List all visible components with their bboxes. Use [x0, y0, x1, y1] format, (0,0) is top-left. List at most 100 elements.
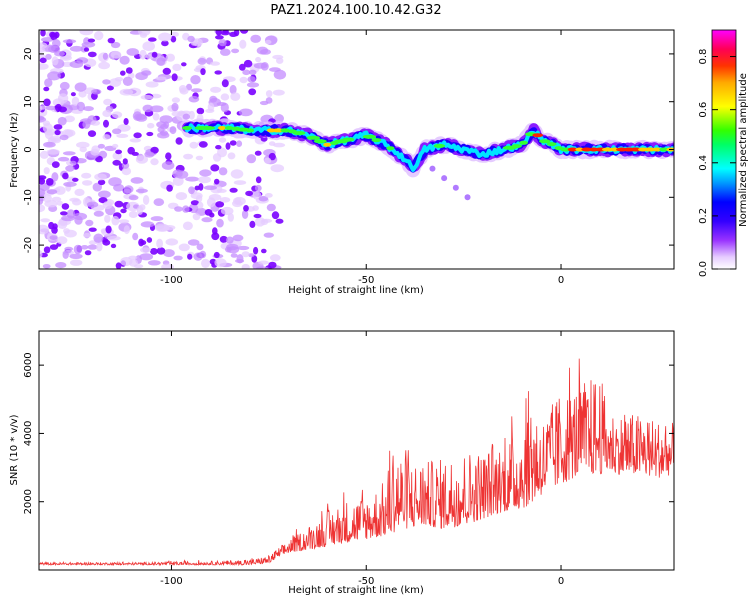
noise-blob [44, 78, 53, 88]
noise-blob [201, 217, 213, 223]
noise-blob [83, 106, 94, 112]
noise-blob [218, 167, 228, 176]
noise-blob [237, 245, 250, 251]
noise-blob [251, 255, 258, 263]
noise-blob [147, 260, 161, 266]
noise-blob [169, 126, 177, 135]
noise-blob [108, 177, 122, 187]
noise-blob [40, 30, 46, 37]
noise-blob [104, 214, 111, 223]
noise-blob [153, 198, 165, 207]
ridge-hotspot [652, 147, 662, 152]
noise-blob [126, 48, 139, 56]
noise-blob [84, 250, 92, 256]
noise-blob [65, 165, 75, 172]
noise-blob [41, 37, 54, 43]
noise-blob [63, 228, 70, 234]
noise-blob [45, 105, 57, 111]
noise-blob [239, 39, 247, 49]
noise-blob [43, 86, 50, 92]
noise-blob [123, 225, 130, 235]
noise-blob [85, 219, 94, 227]
x-tick-label: -50 [358, 576, 374, 587]
noise-blob [227, 152, 236, 160]
noise-blob [253, 246, 259, 255]
noise-blob [43, 98, 51, 107]
noise-blob [265, 97, 273, 104]
noise-blob [39, 47, 46, 53]
y-tick-label: 10 [23, 95, 34, 108]
noise-blob [69, 253, 83, 259]
noise-blob [161, 161, 175, 170]
noise-blob [268, 261, 277, 269]
figure-title: PAZ1.2024.100.10.42.G32 [270, 3, 441, 18]
noise-blob [225, 142, 231, 150]
colorbar-label: Normalized spectral amplitude [738, 73, 749, 227]
snr-y-axis-label: SNR (10 * v/v) [9, 414, 20, 485]
noise-blob [56, 200, 63, 206]
noise-blob [172, 63, 182, 71]
noise-blob [248, 69, 257, 76]
noise-blob [54, 51, 65, 57]
ridge-hotspot [519, 140, 528, 145]
noise-blob [112, 159, 121, 166]
noise-blob [110, 41, 121, 49]
noise-blob [39, 115, 45, 121]
noise-blob [243, 59, 253, 68]
noise-blob [106, 85, 114, 91]
noise-blob [232, 200, 243, 208]
noise-blob [214, 178, 220, 185]
y-tick-label: 20 [23, 48, 34, 61]
noise-blob [182, 113, 190, 120]
noise-blob [123, 188, 131, 194]
noise-blob [156, 247, 166, 255]
noise-blob [230, 169, 244, 179]
noise-blob [270, 164, 285, 173]
ridge-hotspot [581, 147, 593, 152]
noise-blob [185, 176, 200, 182]
noise-blob [70, 92, 76, 97]
noise-blob [43, 167, 50, 175]
noise-blob [121, 167, 132, 176]
noise-blob [45, 53, 52, 60]
noise-blob [263, 232, 274, 238]
noise-blob [57, 93, 69, 104]
noise-blob [225, 236, 234, 244]
noise-blob [248, 88, 257, 96]
noise-blob [273, 69, 287, 80]
noise-blob [269, 254, 281, 262]
noise-blob [161, 40, 169, 47]
noise-blob [62, 39, 77, 44]
noise-blob [220, 93, 230, 101]
noise-blob [39, 177, 46, 185]
noise-blob [81, 172, 92, 179]
noise-blob [165, 152, 172, 160]
noise-blob [51, 172, 59, 182]
ridge-hotspot [313, 139, 327, 144]
noise-blob [39, 105, 43, 112]
noise-blob [272, 89, 285, 96]
noise-blob [118, 219, 130, 224]
noise-blob [220, 206, 234, 216]
noise-blob [170, 35, 177, 43]
ridge-branch-blob [429, 165, 436, 172]
noise-blob [131, 151, 139, 156]
ridge-hotspot [575, 147, 585, 152]
noise-blob [210, 164, 220, 172]
noise-blob [200, 68, 206, 76]
noise-blob [57, 156, 70, 162]
noise-blob [102, 109, 112, 118]
noise-blob [62, 151, 76, 156]
noise-blob [241, 263, 250, 269]
noise-blob [137, 30, 151, 36]
noise-blob [233, 180, 247, 186]
noise-blob [148, 37, 157, 42]
noise-blob [257, 260, 269, 265]
ridge-hotspot [323, 142, 332, 147]
noise-blob [182, 221, 193, 231]
noise-blob [142, 41, 155, 52]
noise-blob [266, 203, 276, 212]
colorbar-tick-label: 0.2 [698, 208, 709, 224]
noise-blob [255, 266, 269, 269]
snr-y-ticks: 2000 4000 6000 [23, 352, 674, 514]
